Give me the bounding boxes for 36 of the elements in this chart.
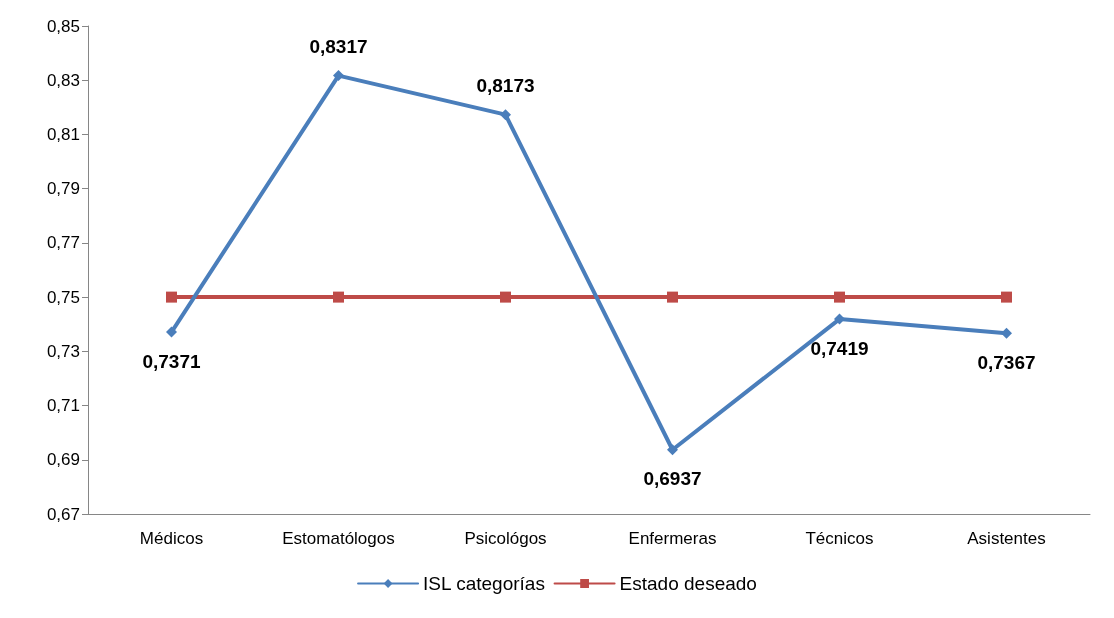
point [333,291,344,303]
legend-label: ISL categorías [423,573,545,594]
x-tick-label: Enfermeras [628,529,717,548]
y-tick-label: 0,77 [46,233,80,253]
y-tick-label: 0,79 [46,179,80,199]
x-tick-label: Técnicos [805,529,874,548]
x-tick-label: Médicos [139,529,204,548]
y-tick-label: 0,69 [46,450,80,470]
point [1001,327,1012,339]
point [500,109,511,121]
point [834,313,845,325]
point [1001,291,1012,303]
point [333,70,344,82]
data-label: 0,8173 [476,75,535,97]
y-tick-label: 0,75 [46,287,80,307]
data-label: 0,7371 [142,350,201,372]
point [667,444,678,456]
y-tick-label: 0,67 [46,504,80,524]
x-tick-label: Asistentes [967,529,1046,548]
point [166,291,177,303]
x-tick-label: Estomatólogos [282,529,395,548]
point [166,326,177,338]
legend-label: Estado deseado [619,573,757,594]
y-tick-label: 0,81 [46,124,80,144]
y-tick-label: 0,71 [46,396,80,416]
y-tick-label: 0,85 [46,16,80,36]
data-label: 0,6937 [643,468,702,490]
data-label: 0,7419 [810,337,869,359]
y-tick-label: 0,73 [46,341,80,361]
point [500,291,511,303]
point [667,291,678,303]
y-tick-label: 0,83 [46,70,80,90]
data-label: 0,8317 [309,36,368,58]
x-tick-label: Psicológos [464,529,547,548]
data-label: 0,7367 [977,351,1036,373]
point [834,291,845,303]
